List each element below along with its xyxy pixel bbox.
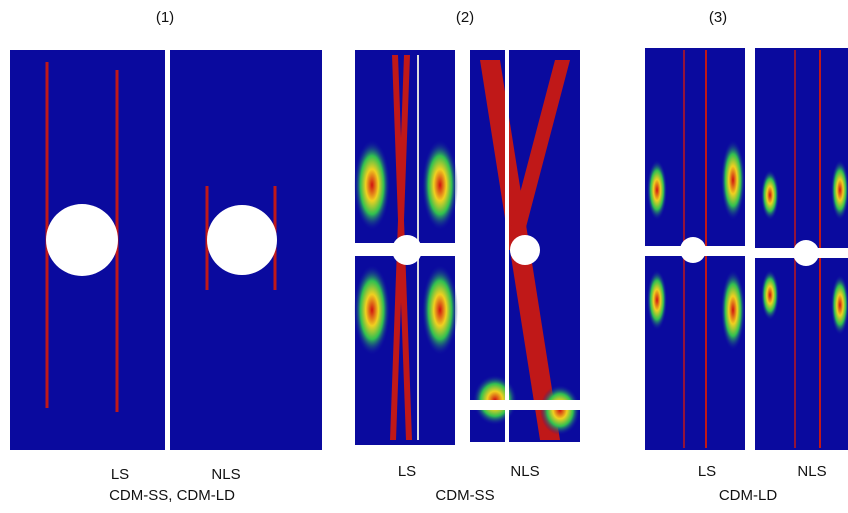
- panel-1-images: [10, 50, 322, 450]
- panel-number: (1): [156, 9, 174, 26]
- band: [470, 400, 580, 410]
- damage: [354, 265, 390, 355]
- caption: CDM-LD: [719, 487, 777, 504]
- damage: [831, 275, 848, 335]
- panel-2-images: [354, 50, 580, 445]
- damage: [761, 270, 779, 320]
- right-label: NLS: [211, 466, 240, 483]
- damage: [721, 140, 745, 220]
- damage: [721, 270, 745, 350]
- damage: [761, 170, 779, 220]
- right-label: NLS: [797, 463, 826, 480]
- damage: [831, 160, 848, 220]
- caption: CDM-SS: [435, 487, 494, 504]
- hole: [680, 237, 706, 263]
- damage: [354, 140, 390, 230]
- hole: [793, 240, 819, 266]
- right-label: NLS: [510, 463, 539, 480]
- damage: [647, 160, 667, 220]
- hole: [207, 205, 277, 275]
- caption: CDM-SS, CDM-LD: [109, 487, 235, 504]
- damage: [647, 270, 667, 330]
- left-label: LS: [111, 466, 129, 483]
- hole: [46, 204, 118, 276]
- hole: [392, 235, 422, 265]
- damage: [422, 140, 458, 230]
- left-label: LS: [698, 463, 716, 480]
- band: [505, 50, 509, 445]
- panel-3-images: [645, 48, 848, 450]
- damage: [422, 265, 458, 355]
- crack: [505, 60, 570, 250]
- hole: [510, 235, 540, 265]
- panel-number: (2): [456, 9, 474, 26]
- left-label: LS: [398, 463, 416, 480]
- panel-number: (3): [709, 9, 727, 26]
